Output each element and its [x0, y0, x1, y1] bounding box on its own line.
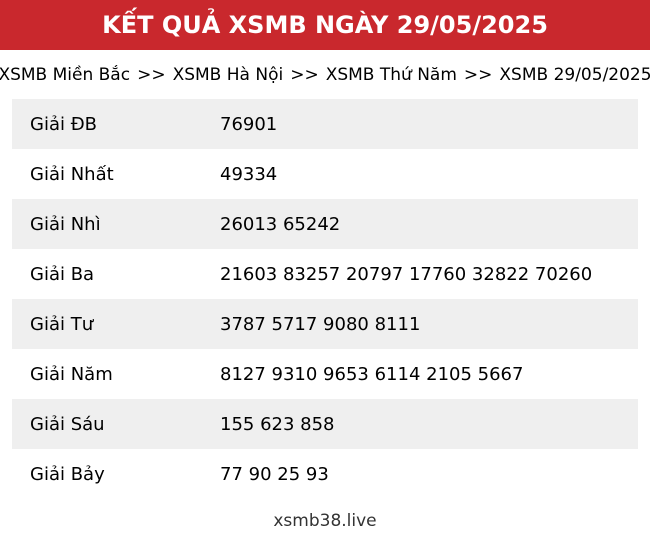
prize-numbers: 77 90 25 93: [220, 463, 329, 485]
prize-row-db: Giải ĐB 76901: [12, 99, 638, 149]
prize-label: Giải Tư: [30, 313, 94, 335]
breadcrumb-separator: >>: [290, 64, 319, 85]
prize-label: Giải ĐB: [30, 113, 97, 135]
breadcrumb-item-date[interactable]: XSMB 29/05/2025: [499, 64, 650, 85]
results-table: Giải ĐB 76901 Giải Nhất 49334 Giải Nhì 2…: [0, 99, 650, 499]
prize-numbers: 76901: [220, 113, 278, 135]
breadcrumb-item-thu-nam[interactable]: XSMB Thứ Năm: [325, 64, 457, 85]
prize-label: Giải Ba: [30, 263, 95, 285]
breadcrumb-item-mien-bac[interactable]: XSMB Miền Bắc: [0, 64, 131, 85]
prize-numbers: 21603 83257 20797 17760 32822 70260: [220, 263, 593, 285]
prize-label: Giải Nhất: [30, 163, 114, 185]
prize-numbers: 26013 65242: [220, 213, 341, 235]
prize-row-nhi: Giải Nhì 26013 65242: [12, 199, 638, 249]
prize-label: Giải Năm: [30, 363, 113, 385]
breadcrumb-item-ha-noi[interactable]: XSMB Hà Nội: [172, 64, 284, 85]
breadcrumb: XSMB Miền Bắc >> XSMB Hà Nội >> XSMB Thứ…: [0, 50, 650, 99]
prize-row-ba: Giải Ba 21603 83257 20797 17760 32822 70…: [12, 249, 638, 299]
prize-numbers: 8127 9310 9653 6114 2105 5667: [220, 363, 524, 385]
breadcrumb-separator: >>: [137, 64, 166, 85]
prize-numbers: 49334: [220, 163, 278, 185]
page-title: KẾT QUẢ XSMB NGÀY 29/05/2025: [102, 11, 548, 39]
prize-row-nhat: Giải Nhất 49334: [12, 149, 638, 199]
prize-row-nam: Giải Năm 8127 9310 9653 6114 2105 5667: [12, 349, 638, 399]
prize-label: Giải Sáu: [30, 413, 105, 435]
prize-numbers: 3787 5717 9080 8111: [220, 313, 421, 335]
prize-row-sau: Giải Sáu 155 623 858: [12, 399, 638, 449]
prize-row-tu: Giải Tư 3787 5717 9080 8111: [12, 299, 638, 349]
footer: xsmb38.live: [0, 511, 650, 531]
prize-label: Giải Nhì: [30, 213, 101, 235]
site-link[interactable]: xsmb38.live: [273, 511, 377, 531]
breadcrumb-separator: >>: [463, 64, 493, 85]
prize-row-bay: Giải Bảy 77 90 25 93: [12, 449, 638, 499]
prize-label: Giải Bảy: [30, 463, 105, 485]
prize-numbers: 155 623 858: [220, 413, 335, 435]
header-bar: KẾT QUẢ XSMB NGÀY 29/05/2025: [0, 0, 650, 50]
